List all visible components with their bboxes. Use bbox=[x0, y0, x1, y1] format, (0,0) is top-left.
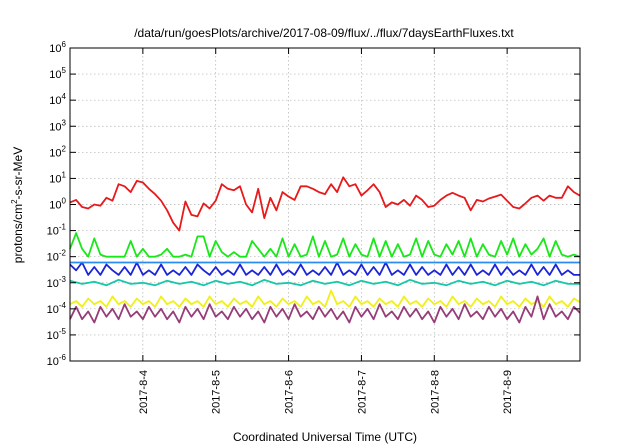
y-axis-label-rest: -s-sr-MeV bbox=[11, 147, 25, 200]
x-tick-label: 2017-8-8 bbox=[429, 370, 441, 414]
y-tick-exponent: -6 bbox=[59, 353, 67, 362]
y-axis-label-base: protons/cm bbox=[11, 204, 25, 263]
y-tick-base: 10 bbox=[47, 226, 59, 238]
series-line-2 bbox=[69, 232, 581, 258]
y-tick-exponent: -5 bbox=[59, 327, 67, 336]
x-axis-label: Coordinated Universal Time (UTC) bbox=[233, 430, 417, 444]
y-tick-base: 10 bbox=[49, 121, 61, 133]
chart-title: /data/run/goesPlots/archive/2017-08-09/f… bbox=[134, 26, 514, 40]
y-tick-label: 103 bbox=[49, 118, 66, 133]
series-line-6 bbox=[69, 289, 581, 308]
y-tick-base: 10 bbox=[49, 69, 61, 81]
y-tick-label: 104 bbox=[49, 92, 66, 107]
y-tick-exponent: 0 bbox=[62, 197, 67, 206]
y-tick-exponent: -3 bbox=[59, 275, 67, 284]
y-tick-base: 10 bbox=[49, 173, 61, 185]
y-tick-exponent: -1 bbox=[59, 223, 67, 232]
y-tick-label: 10-1 bbox=[47, 223, 67, 238]
y-tick-exponent: 1 bbox=[62, 170, 67, 179]
y-tick-base: 10 bbox=[49, 43, 61, 55]
y-tick-label: 105 bbox=[49, 66, 66, 81]
y-tick-base: 10 bbox=[47, 356, 59, 368]
y-tick-label: 102 bbox=[49, 144, 66, 159]
y-tick-label: 10-3 bbox=[47, 275, 67, 290]
y-tick-base: 10 bbox=[49, 147, 61, 159]
y-tick-base: 10 bbox=[47, 252, 59, 264]
x-tick-label: 2017-8-5 bbox=[211, 370, 223, 414]
series-line-1 bbox=[69, 176, 581, 232]
y-tick-exponent: -2 bbox=[59, 249, 67, 258]
x-tick-label: 2017-8-9 bbox=[502, 370, 514, 414]
y-tick-exponent: 4 bbox=[62, 92, 67, 101]
y-axis-label-sup: 2 bbox=[10, 199, 19, 204]
y-tick-base: 10 bbox=[49, 95, 61, 107]
y-tick-base: 10 bbox=[47, 278, 59, 290]
y-tick-label: 10-5 bbox=[47, 327, 67, 342]
y-tick-exponent: 3 bbox=[62, 118, 67, 127]
y-tick-label: 106 bbox=[49, 40, 66, 55]
y-tick-base: 10 bbox=[47, 330, 59, 342]
x-tick-label: 2017-8-7 bbox=[356, 370, 368, 414]
y-tick-label: 10-4 bbox=[47, 301, 67, 316]
y-tick-label: 101 bbox=[49, 170, 66, 185]
series-line-3 bbox=[69, 261, 580, 276]
series-group bbox=[69, 176, 581, 324]
x-tick-label: 2017-8-4 bbox=[138, 370, 150, 414]
y-tick-exponent: 5 bbox=[62, 66, 67, 75]
x-axis-ticks: 2017-8-4 2017-8-5 2017-8-6 2017-8-7 2017-8-8… bbox=[138, 48, 514, 414]
y-tick-base: 10 bbox=[49, 200, 61, 212]
series-line-7 bbox=[69, 295, 581, 324]
y-tick-base: 10 bbox=[47, 304, 59, 316]
y-tick-label: 10-2 bbox=[47, 249, 67, 264]
y-tick-label: 100 bbox=[49, 197, 66, 212]
y-tick-exponent: -4 bbox=[59, 301, 67, 310]
y-tick-exponent: 2 bbox=[62, 144, 67, 153]
x-tick-label: 2017-8-6 bbox=[284, 370, 296, 414]
series-line-5 bbox=[69, 278, 580, 287]
y-tick-exponent: 6 bbox=[62, 40, 67, 49]
y-axis-label: protons/cm2-s-sr-MeV bbox=[10, 147, 25, 263]
y-axis-ticks: 10-610-510-410-310-210-11001011021031041… bbox=[47, 40, 580, 368]
y-tick-label: 10-6 bbox=[47, 353, 67, 368]
